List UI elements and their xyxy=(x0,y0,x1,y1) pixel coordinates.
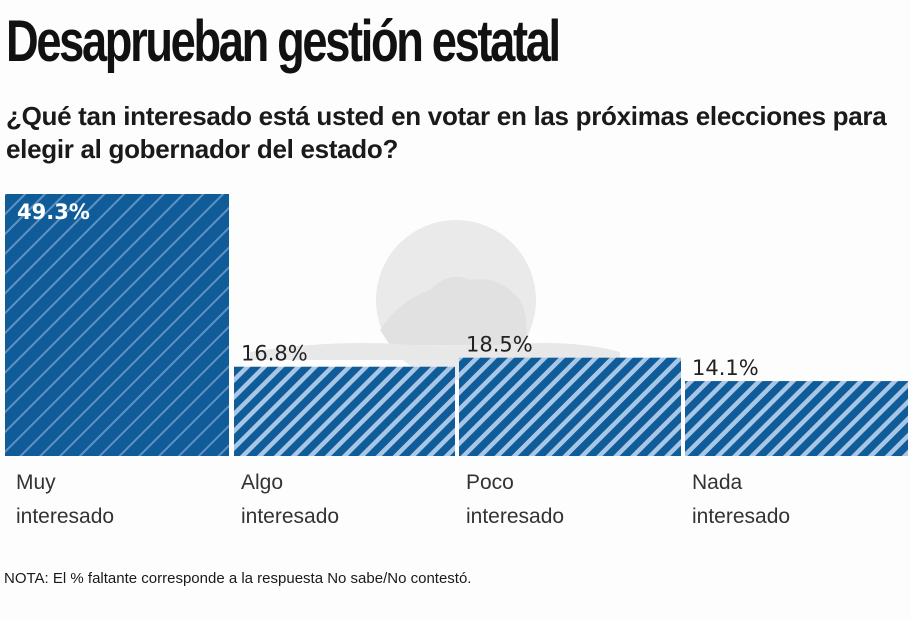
category-label-line: interesado xyxy=(692,505,791,528)
category-label-nada: Nada interesado xyxy=(692,466,892,534)
category-label-line: interesado xyxy=(16,505,115,528)
category-label-line: interesado xyxy=(466,505,565,528)
category-label-line: interesado xyxy=(241,505,340,528)
watermark-globe-icon xyxy=(250,220,620,380)
data-label: 14.1% xyxy=(692,356,759,380)
bar-chart: 49.3% 16.8% 18.5% 14.1% xyxy=(5,194,908,456)
data-label: 16.8% xyxy=(241,342,308,366)
category-label-algo: Algo interesado xyxy=(241,466,441,534)
bar-algo-interesado xyxy=(234,366,455,456)
category-label-poco: Poco interesado xyxy=(466,466,666,534)
bar-nada-interesado xyxy=(685,381,908,456)
chart-title: Desaprueban gestión estatal xyxy=(6,9,561,74)
footnote: NOTA: El % faltante corresponde a la res… xyxy=(4,570,472,587)
category-label-muy: Muy interesado xyxy=(16,466,216,534)
category-label-line: Algo xyxy=(241,471,284,494)
chart-subtitle: ¿Qué tan interesado está usted en votar … xyxy=(6,101,887,164)
bar-muy-interesado xyxy=(5,194,229,456)
category-label-line: Muy xyxy=(16,471,56,494)
category-label-line: Nada xyxy=(692,471,743,494)
data-label: 18.5% xyxy=(466,333,533,357)
bar-poco-interesado xyxy=(459,357,681,456)
data-label: 49.3% xyxy=(17,200,90,224)
category-label-line: Poco xyxy=(466,471,514,494)
